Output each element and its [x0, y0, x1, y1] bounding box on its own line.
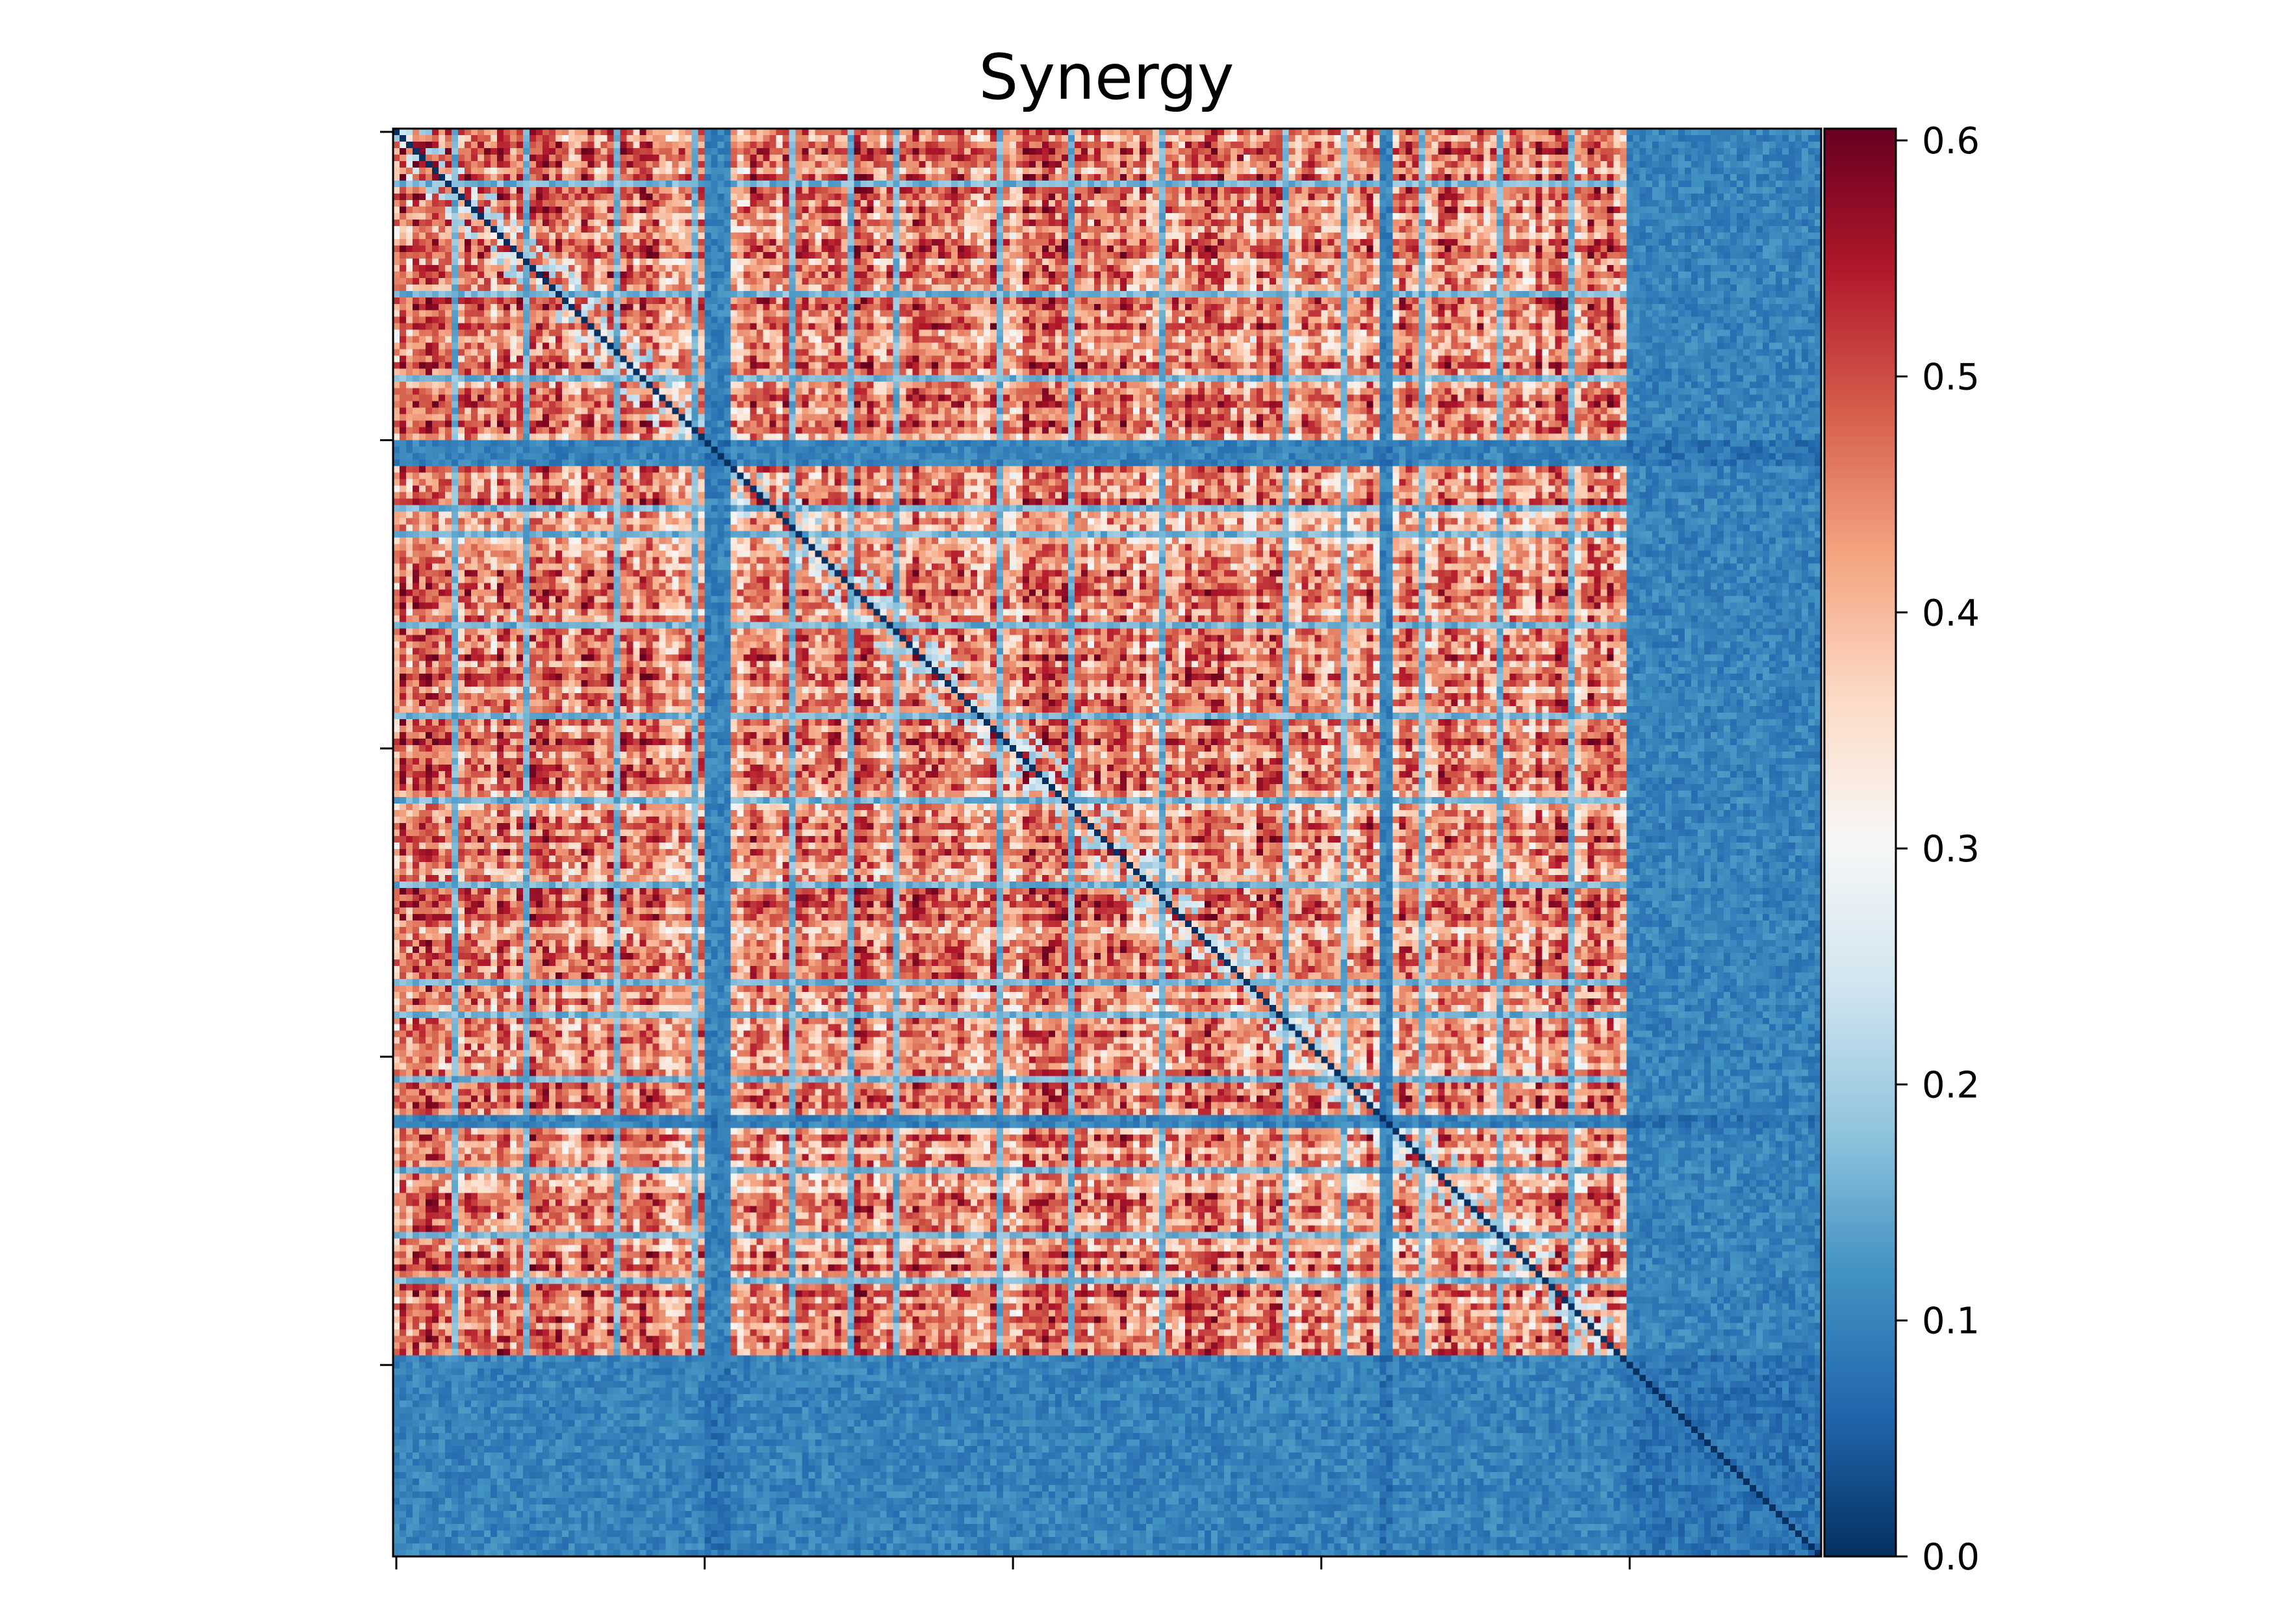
y-axis-ticks — [380, 131, 393, 1366]
chart-title: Synergy — [978, 41, 1234, 114]
colorbar-tick-label-5: 0.5 — [1922, 356, 1980, 398]
colorbar-tick-label-4: 0.4 — [1922, 592, 1980, 635]
colorbar-tick-label-0: 0.0 — [1922, 1536, 1980, 1579]
heatmap-frame — [392, 127, 1822, 1558]
colorbar-tick-label-6: 0.6 — [1922, 120, 1980, 162]
colorbar-tick-label-1: 0.1 — [1922, 1300, 1980, 1343]
colorbar-ticks: 0.0 0.1 0.2 0.3 0.4 0.5 0.6 — [1896, 120, 1980, 1579]
colorbar — [1823, 127, 1897, 1558]
colorbar-tick-label-2: 0.2 — [1922, 1064, 1980, 1106]
x-axis-ticks — [395, 1556, 1631, 1569]
heatmap-image — [393, 129, 1821, 1556]
heatmap-cells — [393, 129, 1821, 1556]
colorbar-tick-label-3: 0.3 — [1922, 828, 1980, 870]
